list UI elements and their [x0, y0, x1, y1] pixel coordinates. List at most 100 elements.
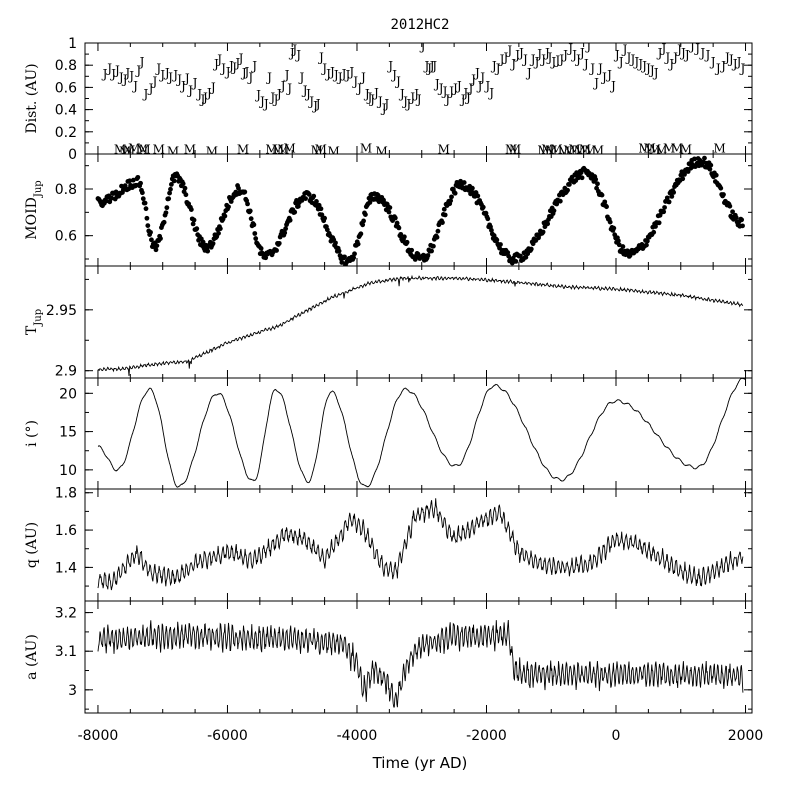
- moid-point: [355, 241, 361, 247]
- jupiter-encounter-marker: J: [517, 46, 524, 60]
- jupiter-encounter-marker: J: [469, 73, 476, 87]
- mars-encounter-marker: M: [119, 145, 131, 159]
- moid-point: [505, 250, 511, 255]
- mars-encounter-marker: M: [568, 142, 580, 156]
- moid-point: [387, 205, 393, 211]
- jupiter-encounter-marker: J: [175, 73, 182, 87]
- jupiter-encounter-marker: J: [704, 48, 711, 62]
- jupiter-encounter-marker: J: [539, 53, 546, 67]
- plot-area-tjup: [97, 274, 744, 376]
- jupiter-encounter-marker: J: [656, 46, 663, 60]
- moid-point: [247, 208, 253, 214]
- moid-point: [404, 239, 410, 245]
- mars-encounter-marker: M: [655, 144, 667, 158]
- moid-point: [557, 198, 563, 204]
- mars-encounter-marker: M: [438, 142, 450, 156]
- panel-incl: 10 15 20 i (°): [24, 377, 753, 490]
- jupiter-encounter-marker: J: [535, 47, 542, 61]
- jupiter-encounter-marker: J: [279, 79, 286, 93]
- jupiter-encounter-marker: J: [714, 61, 721, 75]
- jupiter-encounter-marker: J: [632, 55, 639, 69]
- y-axis-label-a: a (AU): [24, 634, 40, 680]
- plot-area-q: [97, 498, 744, 591]
- jupiter-encounter-marker: J: [233, 56, 240, 70]
- jupiter-encounter-marker: J: [461, 86, 468, 100]
- moid-point: [540, 229, 546, 235]
- jupiter-encounter-marker: J: [644, 61, 651, 75]
- y-tick-label: 1.4: [55, 560, 77, 576]
- jupiter-encounter-marker: J: [390, 68, 397, 82]
- mars-encounter-marker: M: [265, 142, 277, 156]
- moid-point: [253, 236, 259, 241]
- jupiter-encounter-marker: J: [578, 46, 585, 60]
- jupiter-encounter-marker: J: [487, 86, 494, 100]
- moid-point: [367, 199, 373, 205]
- jupiter-encounter-marker: J: [719, 59, 726, 73]
- mars-encounter-marker: M: [136, 142, 148, 156]
- x-tick-label: 0: [612, 728, 621, 744]
- moid-point: [656, 220, 662, 226]
- jupiter-encounter-marker: J: [451, 81, 458, 95]
- moid-point: [429, 248, 434, 254]
- jupiter-encounter-marker: J: [533, 55, 540, 69]
- jupiter-encounter-marker: J: [386, 59, 393, 73]
- jupiter-encounter-marker: J: [628, 53, 635, 67]
- jupiter-encounter-marker: J: [609, 79, 616, 93]
- jupiter-encounter-marker: J: [127, 69, 134, 83]
- moid-point: [644, 238, 650, 244]
- inclination-line: [97, 378, 746, 488]
- moid-point: [167, 190, 172, 196]
- moid-point: [362, 212, 368, 217]
- moid-point: [469, 185, 475, 191]
- jupiter-encounter-marker: J: [332, 68, 339, 82]
- moid-point: [263, 255, 269, 261]
- moid-point: [274, 248, 279, 253]
- moid-point: [398, 231, 404, 237]
- panel-frame-incl: [84, 377, 753, 490]
- jupiter-encounter-marker: J: [123, 66, 130, 80]
- moid-point: [103, 198, 109, 204]
- jupiter-encounter-marker: J: [459, 93, 466, 107]
- jupiter-encounter-marker: J: [596, 61, 603, 75]
- jupiter-encounter-marker: J: [121, 73, 128, 87]
- jupiter-encounter-marker: J: [240, 66, 247, 80]
- mars-encounter-marker: M: [537, 144, 549, 158]
- jupiter-encounter-marker: J: [311, 99, 318, 113]
- jupiter-encounter-marker: J: [183, 71, 190, 85]
- jupiter-encounter-marker: J: [283, 68, 290, 82]
- y-tick-label: 3: [68, 683, 77, 699]
- jupiter-encounter-marker: J: [584, 39, 591, 53]
- jupiter-encounter-marker: J: [258, 95, 265, 109]
- moid-point: [425, 253, 431, 258]
- moid-point: [702, 155, 707, 161]
- y-tick-label: 0.8: [55, 58, 77, 74]
- moid-point: [386, 209, 392, 215]
- moid-point: [127, 178, 133, 184]
- moid-point: [595, 181, 600, 187]
- y-axis-label-main: MOID: [24, 197, 40, 240]
- jupiter-encounter-marker: J: [179, 79, 186, 93]
- panel-frame-a: [84, 600, 753, 714]
- jupiter-encounter-marker: J: [693, 41, 700, 55]
- jupiter-encounter-marker: J: [574, 53, 581, 67]
- jupiter-encounter-marker: J: [652, 66, 659, 80]
- jupiter-encounter-marker: J: [617, 55, 624, 69]
- jupiter-encounter-marker: J: [254, 88, 261, 102]
- jupiter-encounter-marker: J: [640, 59, 647, 73]
- plot-area-incl: [97, 378, 746, 488]
- mars-encounter-marker: M: [114, 142, 126, 156]
- jupiter-encounter-marker: J: [237, 51, 244, 65]
- moid-point: [306, 192, 312, 197]
- jupiter-encounter-marker: J: [328, 65, 335, 79]
- jupiter-encounter-marker: J: [543, 46, 550, 60]
- mars-encounter-marker: M: [123, 144, 135, 158]
- jupiter-encounter-marker: J: [679, 46, 686, 60]
- jupiter-encounter-marker: J: [467, 81, 474, 95]
- moid-point: [283, 226, 289, 232]
- jupiter-encounter-marker: J: [212, 57, 219, 71]
- moid-point: [251, 222, 257, 228]
- a-line: [97, 619, 744, 708]
- moid-point: [200, 239, 206, 245]
- mars-encounter-marker: M: [167, 145, 179, 159]
- moid-point: [485, 216, 491, 222]
